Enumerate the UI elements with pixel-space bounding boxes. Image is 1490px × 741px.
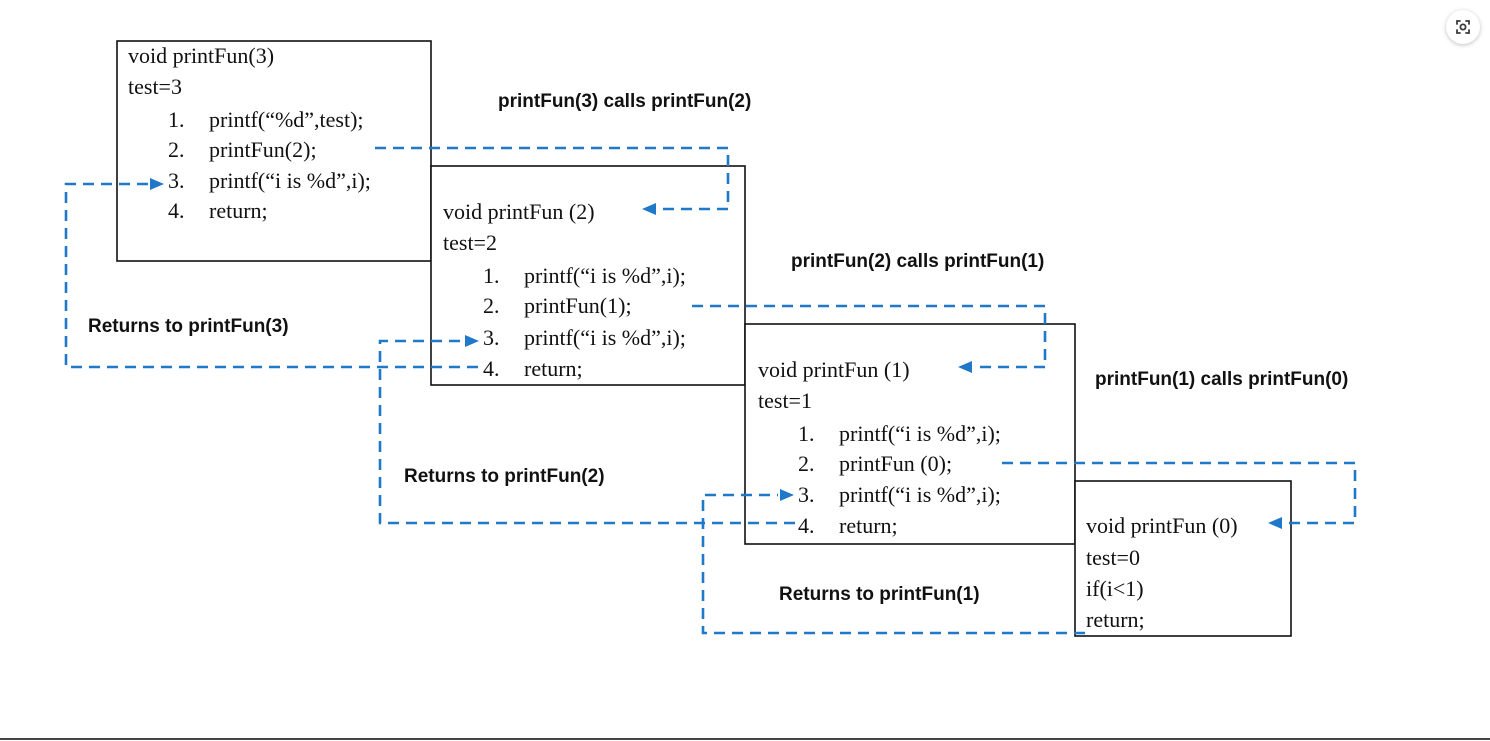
frame-printfun-3: void printFun(3) test=3 1. printf(“%d”,t… [116,40,432,262]
frame-0-header: void printFun (0) [1086,513,1238,538]
frame-printfun-1: void printFun (1) test=1 1. printf(“i is… [744,323,1076,545]
call-arrow-2-to-1-head [958,361,972,373]
label-return-1: Returns to printFun(1) [779,584,980,605]
frame-1-test: test=1 [758,388,812,413]
frame-3-box [116,40,432,262]
frame-3-line-2-num: 2. [168,137,185,162]
frame-3-line-4: return; [209,198,268,223]
return-arrow-to-3 [64,178,478,369]
frame-0-box [1074,480,1292,637]
frame-3-line-3: printf(“i is %d”,i); [209,168,371,193]
frame-1-line-1: printf(“i is %d”,i); [839,421,1001,446]
frame-1-line-1-num: 1. [798,421,815,446]
frame-3-line-3-num: 3. [168,168,185,193]
frame-1-line-2: printFun (0); [839,451,952,476]
frame-0-test: test=0 [1086,545,1140,570]
return-arrow-to-2-head [465,335,479,347]
frame-printfun-0: void printFun (0) test=0 if(i<1) return; [1074,480,1292,637]
frame-0-body-1: if(i<1) [1086,576,1144,601]
frame-3-line-2: printFun(2); [209,137,317,162]
frame-2-line-2: printFun(1); [524,293,632,318]
frame-2-line-2-num: 2. [483,293,500,318]
frame-2-line-1-num: 1. [483,263,500,288]
frame-2-line-4: return; [524,356,583,381]
frame-3-line-1-num: 1. [168,107,185,132]
return-arrow-to-3-head [150,178,164,190]
frame-1-line-3-num: 3. [798,482,815,507]
frame-1-line-3: printf(“i is %d”,i); [839,482,1001,507]
label-call-3-2: printFun(3) calls printFun(2) [498,91,751,112]
frame-0-body-2: return; [1086,607,1145,632]
return-arrow-to-2-line [378,339,795,525]
frame-3-header: void printFun(3) [128,43,274,68]
lens-icon [1456,20,1470,34]
return-arrow-to-2 [378,335,795,525]
frame-2-box [430,165,746,386]
lens-search-button[interactable] [1446,10,1480,44]
return-arrow-to-3-line [64,182,478,369]
label-call-2-1: printFun(2) calls printFun(1) [791,251,1044,272]
frame-1-line-4-num: 4. [798,513,815,538]
frame-2-line-1: printf(“i is %d”,i); [524,263,686,288]
call-arrow-1-to-0-line [1002,461,1357,525]
frame-2-line-3: printf(“i is %d”,i); [524,325,686,350]
frame-1-box [744,323,1076,545]
frame-2-line-4-num: 4. [483,356,500,381]
call-arrow-1-to-0-head [1268,517,1282,529]
call-arrow-1-to-0 [1002,461,1357,529]
frame-2-line-3-num: 3. [483,325,500,350]
call-arrow-3-to-2-head [642,203,656,215]
return-arrow-to-1-line [701,493,1085,635]
return-arrow-to-1-head [780,489,794,501]
call-arrow-2-to-1 [692,304,1047,373]
label-return-2: Returns to printFun(2) [404,466,605,487]
call-arrow-2-to-1-line [692,304,1047,369]
frame-3-test: test=3 [128,74,182,99]
frame-3-line-4-num: 4. [168,198,185,223]
call-arrow-3-to-2-line [375,146,730,211]
return-arrow-to-1 [701,489,1085,635]
frame-2-header: void printFun (2) [443,199,595,224]
frame-1-header: void printFun (1) [758,357,910,382]
frame-1-line-4: return; [839,513,898,538]
call-arrow-3-to-2 [375,146,730,215]
label-return-3: Returns to printFun(3) [88,316,289,337]
frame-1-line-2-num: 2. [798,451,815,476]
bottom-divider [0,738,1490,740]
frame-printfun-2: void printFun (2) test=2 1. printf(“i is… [430,165,746,386]
frame-2-test: test=2 [443,230,497,255]
label-call-1-0: printFun(1) calls printFun(0) [1095,369,1348,390]
frame-3-line-1: printf(“%d”,test); [209,107,364,132]
